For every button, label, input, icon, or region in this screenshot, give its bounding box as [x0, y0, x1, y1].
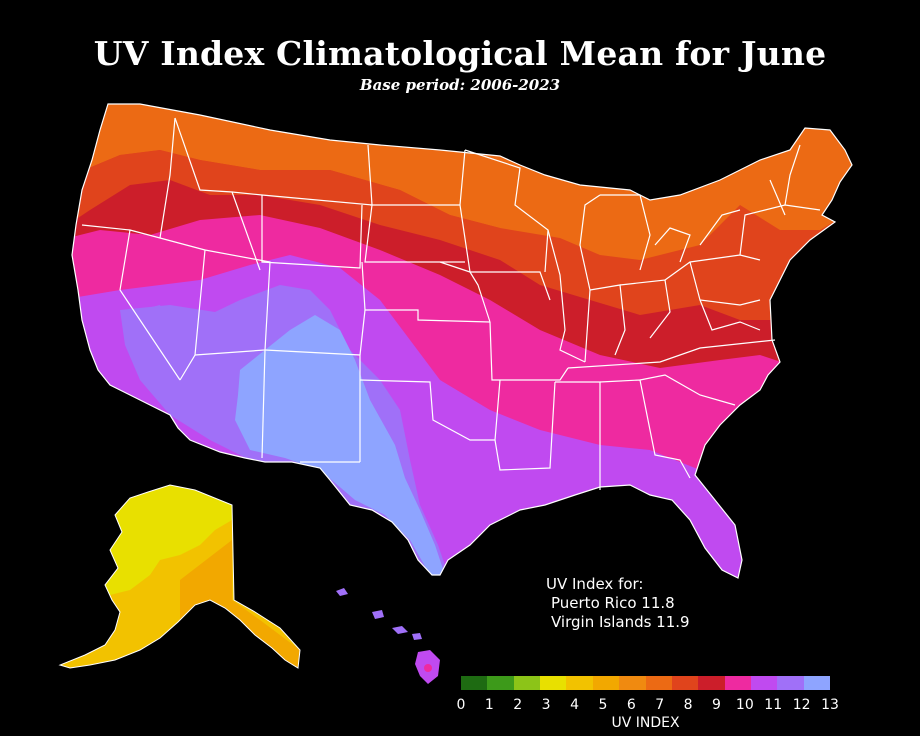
colorbar-tick-label: 0 [456, 697, 466, 713]
colorbar-segment-13 [803, 676, 831, 690]
map-subtitle: Base period: 2006-2023 [359, 76, 561, 94]
colorbar-ticks: 0 1 2 3 4 5 6 7 8 9 10 11 12 13 [452, 697, 842, 715]
territory-note-puerto-rico: Puerto Rico 11.8 [551, 594, 675, 612]
colorbar-tick-label: 9 [711, 697, 721, 713]
map-title: UV Index Climatological Mean for June [93, 34, 827, 73]
colorbar-tick-label: 6 [626, 697, 636, 713]
colorbar-tick-label: 2 [513, 697, 523, 713]
colorbar-tick-label: 13 [821, 697, 839, 713]
colorbar-segment-10 [724, 676, 751, 690]
colorbar-segment-12 [777, 676, 804, 690]
colorbar-tick-label: 12 [792, 697, 811, 713]
colorbar-segment-2 [513, 676, 541, 690]
territory-uv-note: UV Index for: Puerto Rico 11.8 Virgin Is… [546, 575, 690, 632]
alaska-uv-field [58, 484, 301, 669]
colorbar-segment-5 [592, 676, 620, 690]
colorbar-segment-4 [566, 676, 593, 690]
uv-colorbar [461, 676, 831, 690]
colorbar-tick-label: 3 [541, 697, 551, 713]
colorbar-segment-6 [619, 676, 646, 690]
colorbar-tick-label: 4 [570, 697, 579, 713]
colorbar-tick-label: 10 [735, 697, 754, 713]
colorbar-tick-label: 7 [655, 697, 665, 713]
colorbar-tick-label: 8 [683, 697, 693, 713]
territory-note-heading: UV Index for: [546, 575, 644, 593]
colorbar-segment-0 [461, 676, 488, 690]
colorbar-segment-9 [698, 676, 725, 690]
colorbar-tick-label: 11 [764, 697, 783, 713]
territory-note-virgin-islands: Virgin Islands 11.9 [551, 613, 690, 631]
colorbar-label: UV INDEX [611, 715, 680, 731]
colorbar-segment-11 [750, 676, 778, 690]
hawaii-uv-field [336, 588, 440, 684]
colorbar-segment-3 [540, 676, 567, 690]
colorbar-tick-label: 5 [598, 697, 608, 713]
state-borders [71, 103, 853, 579]
colorbar-segment-8 [671, 676, 699, 690]
colorbar-segment-7 [645, 676, 672, 690]
colorbar-tick-label: 1 [484, 697, 494, 713]
colorbar-segment-1 [487, 676, 514, 690]
